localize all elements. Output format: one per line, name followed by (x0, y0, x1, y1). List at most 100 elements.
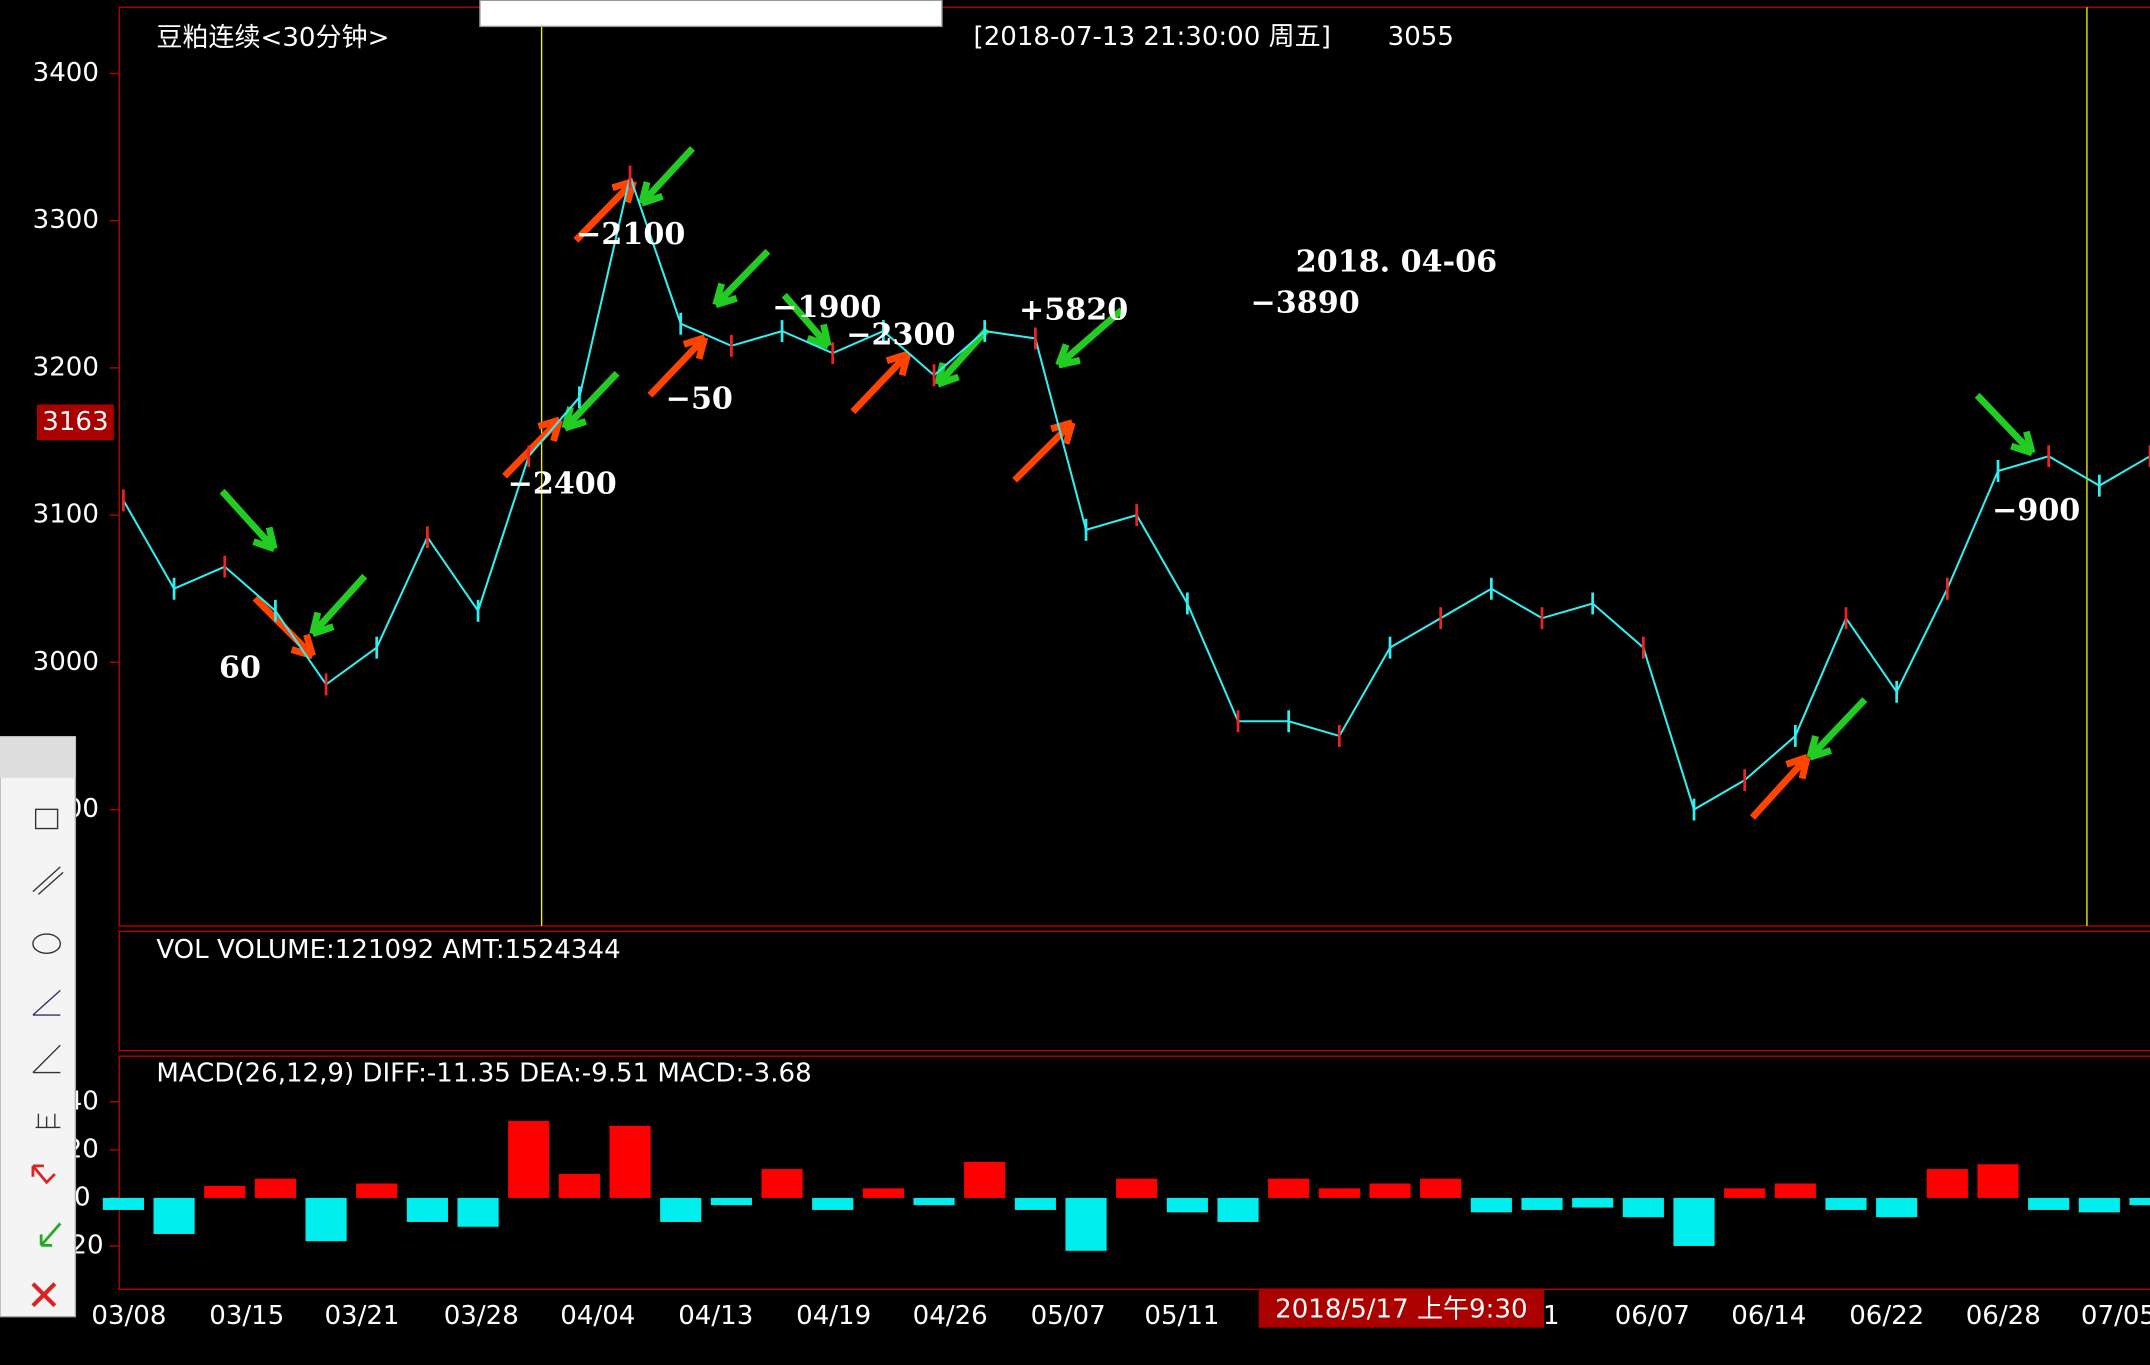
x-tick-label: 04/13 (678, 1301, 753, 1331)
macd-bar (1724, 1188, 1766, 1198)
macd-panel (118, 1055, 2150, 1290)
macd-bar (1926, 1169, 1968, 1198)
macd-bar (1774, 1183, 1816, 1198)
macd-bar (761, 1169, 803, 1198)
down-arrow-tool[interactable] (39, 1222, 62, 1247)
macd-bar (204, 1185, 246, 1198)
macd-bar (153, 1197, 195, 1234)
delete-tool[interactable] (31, 1282, 57, 1308)
macd-bar (913, 1197, 955, 1206)
x-tick-label: 04/26 (913, 1301, 988, 1331)
macd-bar (1572, 1197, 1614, 1208)
volume-panel (118, 930, 2150, 1052)
arrow (309, 573, 368, 638)
arrow (934, 327, 990, 388)
macd-bar (1420, 1178, 1462, 1198)
angle-tool[interactable] (32, 989, 61, 1016)
arrow (1806, 697, 1868, 761)
annotation: −2400 (508, 467, 617, 502)
macd-bar (660, 1197, 702, 1222)
main-panel (118, 6, 2150, 927)
macd-bar (356, 1183, 398, 1198)
x-tick-label: 04/04 (560, 1301, 635, 1331)
x-tick-label: 03/08 (91, 1301, 166, 1331)
macd-bar (1369, 1183, 1411, 1198)
macd-bar (1116, 1178, 1158, 1198)
header-price: 3055 (1388, 22, 1454, 52)
macd-bar (1065, 1197, 1107, 1251)
y-tick-label: 3100 (33, 500, 99, 530)
macd-bar (1014, 1197, 1056, 1210)
macd-bar (457, 1197, 499, 1227)
annotation: −1900 (772, 290, 881, 325)
y-tick-label: 3000 (33, 647, 99, 677)
line-tool[interactable] (32, 866, 61, 893)
arrow (219, 488, 278, 553)
toolbar-bg (0, 735, 77, 1318)
annotation: −2300 (846, 317, 955, 352)
current-price: 3163 (42, 407, 108, 437)
x-tick-label: 06/22 (1849, 1301, 1924, 1331)
x-tick-label: 06/28 (1966, 1301, 2041, 1331)
arrow (647, 334, 709, 398)
macd-bar (2129, 1197, 2150, 1206)
x-tick-label: 06/07 (1615, 1301, 1690, 1331)
annotation: 60 (219, 650, 261, 685)
annotation: +5820 (1019, 293, 1128, 328)
macd-bar (2078, 1197, 2120, 1213)
arrow (850, 350, 912, 415)
macd-bar (254, 1178, 296, 1198)
macd-bar (964, 1161, 1006, 1198)
macd-bar (1166, 1197, 1208, 1213)
x-tick-label: 07/05 (2081, 1301, 2150, 1331)
drawing-toolbar[interactable] (0, 735, 77, 1318)
line-tool[interactable] (37, 871, 64, 895)
macd-bar (1521, 1197, 1563, 1210)
arrows (219, 146, 2036, 820)
y-tick-label: 0 (74, 1182, 91, 1212)
macd-bar (508, 1121, 550, 1198)
y-tick-label: 3300 (33, 205, 99, 235)
annotation: 2018. 04-06 (1296, 245, 1497, 280)
fib-tool[interactable] (32, 1044, 61, 1074)
macd-bar (406, 1197, 448, 1222)
arrow (1012, 419, 1076, 483)
volume-header: VOL VOLUME:121092 AMT:1524344 (156, 935, 620, 965)
rect-tool[interactable] (34, 808, 59, 830)
macd-bar (1268, 1178, 1310, 1198)
x-tick-label: 05/11 (1144, 1301, 1219, 1331)
tooltip-bg (1258, 1289, 1544, 1328)
macd-bar (862, 1188, 904, 1198)
macd-bar (609, 1125, 651, 1198)
macd-bar (1825, 1197, 1867, 1210)
annotation: −2100 (576, 217, 685, 252)
y-tick-label: 3200 (33, 352, 99, 382)
ruler-tool[interactable] (35, 1113, 61, 1129)
arrow (712, 248, 771, 309)
top-toolbar[interactable] (479, 0, 943, 28)
ellipse-tool[interactable] (32, 933, 62, 954)
arrow (638, 146, 695, 207)
x-tick-label: 03/15 (209, 1301, 284, 1331)
toolbar-header (0, 736, 76, 778)
arrow (252, 595, 316, 660)
arrow (561, 370, 620, 432)
arrow (781, 292, 832, 350)
up-arrow-tool[interactable] (31, 1164, 56, 1185)
macd-bar (102, 1197, 144, 1210)
y-tick-label: 3400 (33, 58, 99, 88)
macd-bar (710, 1197, 752, 1206)
chart-title: 豆粕连续<30分钟> (156, 23, 389, 53)
annotation: −3890 (1251, 286, 1360, 321)
x-tick-label: 05/07 (1031, 1301, 1106, 1331)
macd-bar (1673, 1197, 1715, 1246)
macd-bar (2028, 1197, 2070, 1210)
x-tick-label: 06/14 (1731, 1301, 1806, 1331)
macd-bar (812, 1197, 854, 1210)
macd-bar (1217, 1197, 1259, 1222)
arrow (1749, 753, 1811, 820)
datetime: [2018-07-13 21:30:00 周五] (974, 22, 1331, 52)
arrow (1055, 307, 1124, 369)
tooltip: 2018/5/17 上午9:30 (1275, 1294, 1527, 1324)
